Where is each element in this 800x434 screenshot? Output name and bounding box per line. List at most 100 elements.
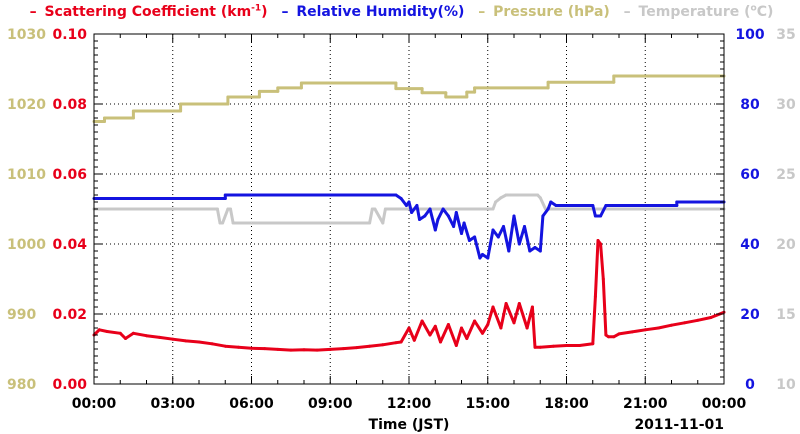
data-point-humidity <box>407 200 411 204</box>
data-point-scattering <box>593 295 597 298</box>
data-point-humidity <box>591 204 595 207</box>
data-point-scattering <box>184 339 188 343</box>
data-point-temperature <box>504 193 508 197</box>
data-point-humidity <box>404 204 408 207</box>
humidity-tick-label: 0 <box>745 377 755 393</box>
data-point-scattering <box>473 319 477 323</box>
data-point-pressure <box>131 109 135 113</box>
data-point-humidity <box>512 214 516 218</box>
data-point-pressure <box>394 87 398 91</box>
data-point-pressure <box>226 102 230 106</box>
x-tick-label: 18:00 <box>544 396 589 412</box>
data-point-scattering <box>612 335 616 339</box>
scattering-tick-label: 0.02 <box>52 307 87 323</box>
data-point-pressure <box>612 80 616 84</box>
data-point-temperature <box>536 193 540 197</box>
data-point-scattering <box>236 345 240 349</box>
data-point-humidity <box>607 204 610 207</box>
data-point-scattering <box>210 342 214 346</box>
series-layer <box>92 74 726 352</box>
data-point-pressure <box>257 89 261 93</box>
data-point-pressure <box>276 89 280 93</box>
scattering-tick-label: 0.06 <box>52 167 87 183</box>
data-point-temperature <box>215 207 219 211</box>
data-point-scattering <box>491 305 495 309</box>
scattering-tick-label: 0.08 <box>52 97 87 113</box>
data-point-pressure <box>444 91 448 95</box>
x-tick-label: 00:00 <box>72 396 117 412</box>
data-point-scattering <box>118 331 122 335</box>
pressure-tick-label: 1030 <box>7 27 46 43</box>
data-point-humidity <box>415 204 419 207</box>
data-point-temperature <box>599 207 603 211</box>
data-point-scattering <box>596 239 600 242</box>
data-point-scattering <box>530 305 534 309</box>
data-point-scattering <box>223 344 227 348</box>
data-point-humidity <box>554 204 558 207</box>
data-point-temperature <box>538 196 542 200</box>
data-point-pressure <box>394 81 398 85</box>
data-point-humidity <box>533 246 537 249</box>
data-point-scattering <box>656 326 660 330</box>
data-point-scattering <box>643 328 647 332</box>
data-point-scattering <box>289 348 293 352</box>
data-point-humidity <box>441 207 445 211</box>
data-point-scattering <box>538 345 542 349</box>
data-point-scattering <box>276 347 280 351</box>
data-point-temperature <box>370 207 374 211</box>
legend-sup: o <box>750 3 757 13</box>
data-point-scattering <box>683 321 687 325</box>
data-point-humidity <box>538 249 542 253</box>
data-point-scattering <box>525 326 529 330</box>
data-point-humidity <box>675 200 679 204</box>
data-point-temperature <box>368 221 372 225</box>
x-tick-label: 09:00 <box>308 396 353 412</box>
data-point-humidity <box>467 239 471 242</box>
data-point-humidity <box>541 214 545 218</box>
data-point-scattering <box>512 321 516 325</box>
data-point-scattering <box>381 343 385 347</box>
data-point-pressure <box>612 74 616 78</box>
data-point-scattering <box>499 326 503 330</box>
scattering-tick-label: 0.00 <box>52 377 87 393</box>
temperature-tick-label: 30 <box>776 97 796 113</box>
temperature-tick-label: 10 <box>776 377 796 393</box>
scattering-tick-label: 0.10 <box>52 27 87 43</box>
legend-dash: – <box>281 3 289 20</box>
x-tick-label: 21:00 <box>623 396 668 412</box>
data-point-pressure <box>420 87 424 91</box>
data-point-humidity <box>599 214 603 218</box>
data-point-humidity <box>446 214 450 218</box>
legend-dash: – <box>478 3 486 20</box>
data-point-scattering <box>439 340 442 344</box>
data-point-scattering <box>551 344 555 348</box>
data-point-humidity <box>612 204 616 207</box>
legend-label: Pressure (hPa) <box>493 3 610 20</box>
data-point-pressure <box>299 81 303 85</box>
data-point-pressure <box>473 86 477 90</box>
data-point-scattering <box>407 326 411 330</box>
pressure-tick-label: 1000 <box>7 237 46 253</box>
humidity-tick-label: 40 <box>740 237 760 253</box>
data-point-temperature <box>499 196 503 200</box>
data-point-temperature <box>491 207 495 211</box>
data-point-temperature <box>221 221 225 225</box>
data-point-humidity <box>488 242 492 246</box>
data-point-humidity <box>452 225 456 228</box>
data-point-scattering <box>197 340 201 344</box>
date-label: 2011-11-01 <box>634 417 724 433</box>
data-point-humidity <box>507 249 511 253</box>
data-point-scattering <box>709 316 713 319</box>
data-point-scattering <box>607 335 610 339</box>
data-point-scattering <box>599 242 603 246</box>
data-point-scattering <box>171 337 175 341</box>
data-point-scattering <box>465 337 469 340</box>
data-point-scattering <box>420 319 424 323</box>
data-point-scattering <box>670 323 673 327</box>
data-point-humidity <box>546 207 550 211</box>
data-point-temperature <box>373 207 377 211</box>
data-point-humidity <box>675 204 679 207</box>
legend-dash: – <box>623 3 631 20</box>
data-point-pressure <box>179 102 183 106</box>
